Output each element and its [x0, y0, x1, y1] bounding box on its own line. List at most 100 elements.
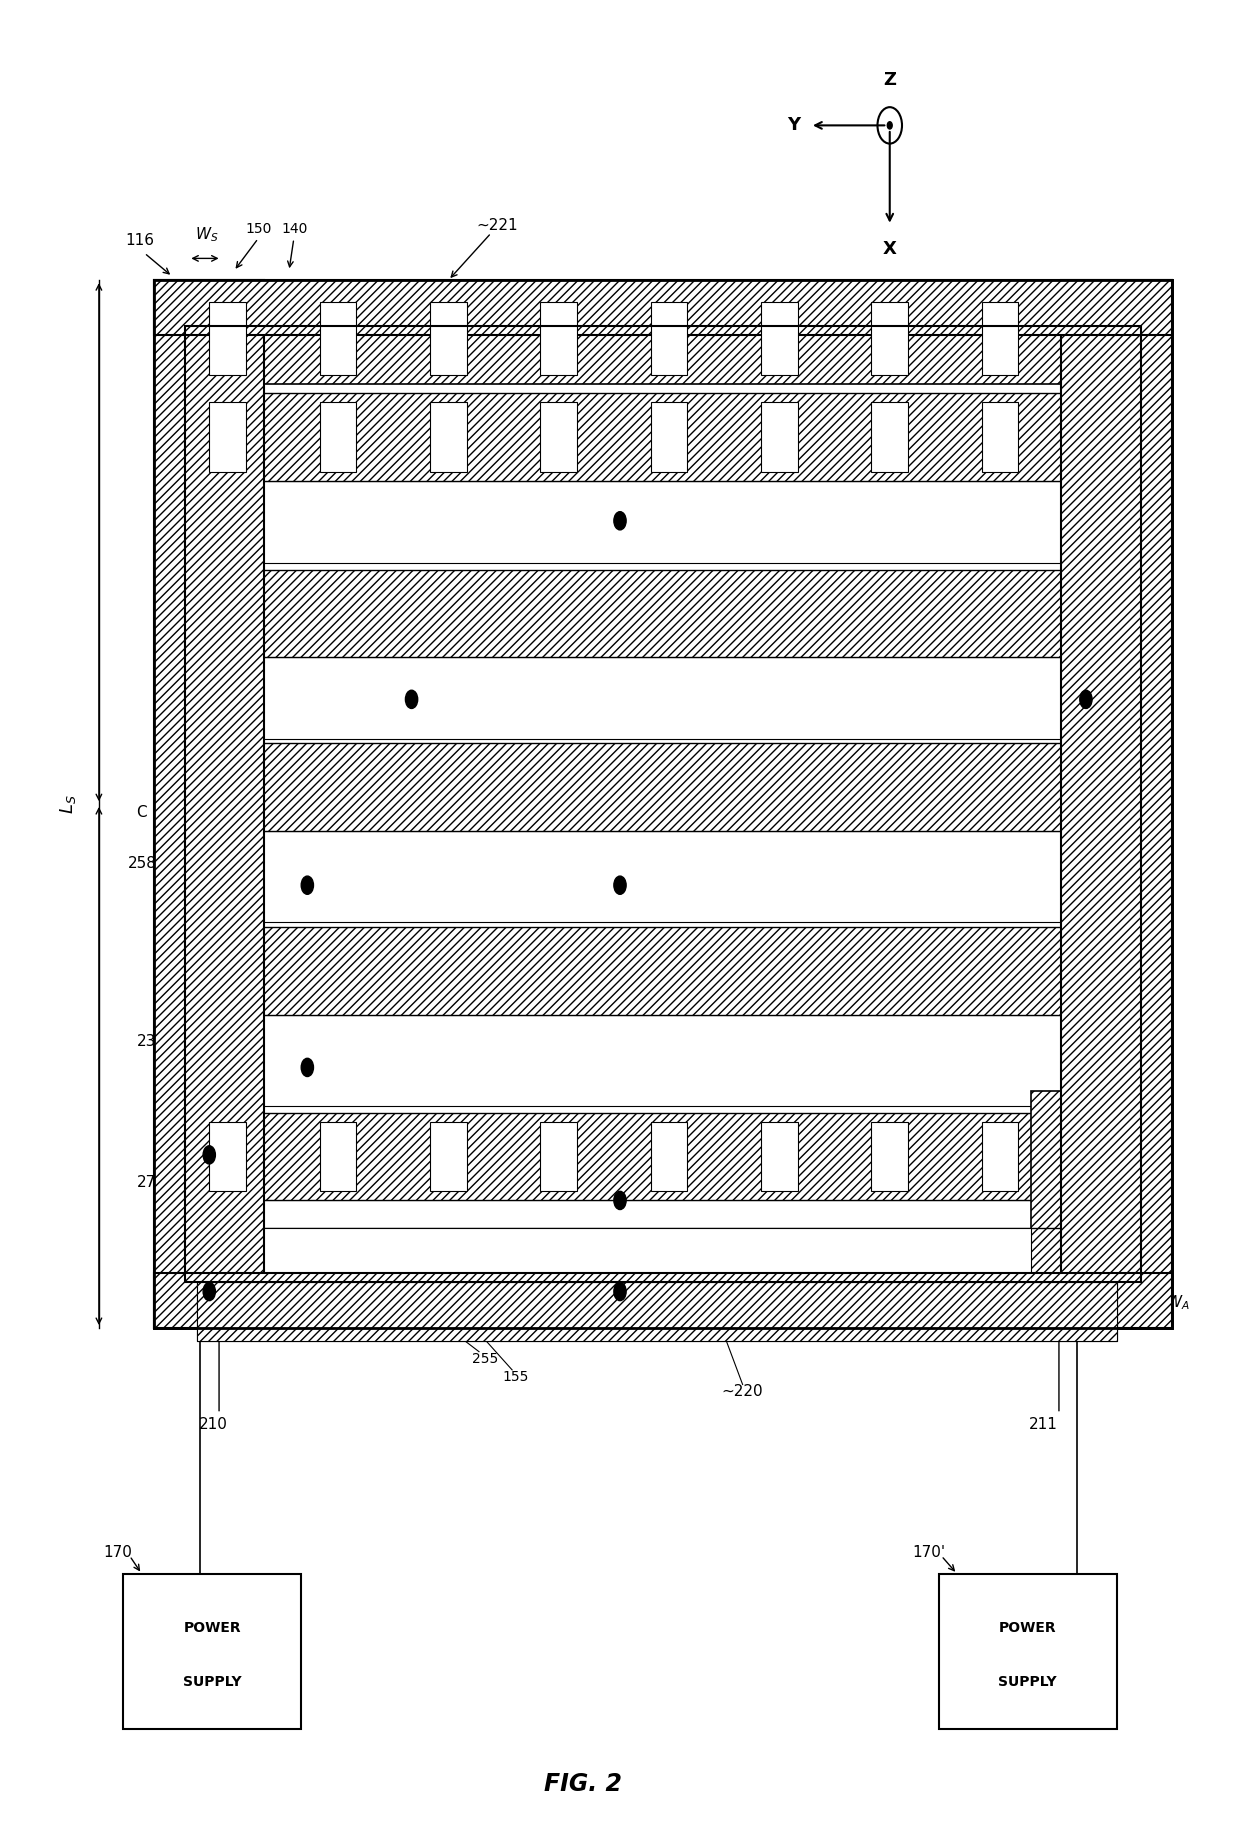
- Circle shape: [301, 876, 314, 894]
- Bar: [982, 1122, 1018, 1192]
- Circle shape: [614, 1282, 626, 1300]
- Circle shape: [614, 876, 626, 894]
- Bar: [761, 303, 797, 375]
- Bar: [197, 744, 1116, 830]
- Circle shape: [203, 1146, 216, 1164]
- Text: SUPPLY: SUPPLY: [184, 1676, 242, 1689]
- Text: 116: 116: [125, 233, 154, 248]
- Bar: [185, 1228, 1141, 1282]
- Bar: [197, 1201, 1116, 1282]
- Text: FIG. 2: FIG. 2: [544, 1772, 622, 1796]
- Bar: [541, 1122, 577, 1192]
- Text: 260: 260: [1142, 859, 1172, 874]
- Bar: [185, 325, 1141, 1282]
- Bar: [210, 303, 246, 375]
- Bar: [197, 830, 1116, 922]
- Bar: [939, 1573, 1116, 1730]
- Circle shape: [614, 1192, 626, 1210]
- Text: $L_A$: $L_A$: [629, 1265, 649, 1283]
- Text: ~221: ~221: [476, 218, 518, 233]
- Text: $W_S$: $W_S$: [195, 226, 218, 244]
- Bar: [197, 569, 1116, 657]
- Text: Z: Z: [883, 72, 897, 88]
- Text: ~220: ~220: [734, 1059, 776, 1074]
- Bar: [197, 1282, 1116, 1340]
- Bar: [197, 1015, 1116, 1105]
- Text: B: B: [1081, 516, 1091, 529]
- Text: 210: 210: [198, 1417, 227, 1432]
- Bar: [197, 657, 1116, 740]
- Bar: [197, 1282, 1116, 1340]
- Text: 211: 211: [1028, 1417, 1058, 1432]
- Text: ~220: ~220: [722, 1384, 764, 1399]
- Bar: [124, 1573, 301, 1730]
- Bar: [154, 1091, 246, 1282]
- Circle shape: [1080, 690, 1092, 709]
- Bar: [210, 402, 246, 472]
- Bar: [197, 1278, 1116, 1282]
- Text: ~220: ~220: [734, 692, 776, 707]
- Text: X: X: [883, 241, 897, 259]
- Bar: [872, 303, 908, 375]
- Bar: [651, 303, 687, 375]
- Bar: [210, 1122, 246, 1192]
- Bar: [197, 393, 1116, 481]
- Bar: [651, 402, 687, 472]
- Text: ~221: ~221: [366, 1074, 408, 1089]
- Bar: [154, 281, 1172, 1327]
- Bar: [154, 281, 264, 1327]
- Bar: [1030, 1091, 1122, 1282]
- Text: SUPPLY: SUPPLY: [998, 1676, 1056, 1689]
- Bar: [761, 1122, 797, 1192]
- Text: 255: 255: [472, 1351, 498, 1366]
- Bar: [154, 281, 1172, 1327]
- Bar: [197, 384, 1116, 1282]
- Bar: [197, 294, 1122, 384]
- Text: 170': 170': [913, 1544, 946, 1559]
- Circle shape: [203, 1282, 216, 1300]
- Circle shape: [405, 690, 418, 709]
- Circle shape: [301, 1058, 314, 1076]
- Circle shape: [614, 512, 626, 531]
- Bar: [1061, 281, 1172, 1327]
- Text: A': A': [233, 496, 247, 510]
- Bar: [541, 303, 577, 375]
- Bar: [541, 402, 577, 472]
- Bar: [651, 1122, 687, 1192]
- Bar: [154, 281, 1172, 334]
- Text: C: C: [136, 804, 148, 821]
- Bar: [430, 303, 466, 375]
- Bar: [430, 402, 466, 472]
- Text: C': C': [1127, 655, 1142, 670]
- Text: 223: 223: [1034, 1006, 1064, 1021]
- Bar: [246, 1228, 1030, 1282]
- Text: ~220: ~220: [734, 878, 776, 892]
- Text: 270': 270': [169, 446, 201, 461]
- Text: 230: 230: [138, 1034, 166, 1050]
- Circle shape: [888, 121, 893, 129]
- Bar: [154, 1274, 1172, 1327]
- Text: POWER: POWER: [184, 1621, 241, 1636]
- Text: 155: 155: [502, 1370, 529, 1384]
- Bar: [320, 1122, 356, 1192]
- Text: 140: 140: [281, 222, 309, 237]
- Bar: [197, 481, 1116, 562]
- Bar: [185, 325, 1141, 1282]
- Text: POWER: POWER: [999, 1621, 1056, 1636]
- Text: Y: Y: [787, 116, 801, 134]
- Bar: [430, 1122, 466, 1192]
- Text: $L_S$: $L_S$: [58, 795, 78, 813]
- Text: ~221: ~221: [342, 804, 383, 821]
- Text: ~220: ~220: [734, 514, 776, 529]
- Text: $W_A$: $W_A$: [1166, 1293, 1189, 1311]
- Bar: [761, 402, 797, 472]
- Bar: [872, 1122, 908, 1192]
- Bar: [320, 303, 356, 375]
- Text: 170: 170: [103, 1544, 131, 1559]
- Text: 231: 231: [1141, 969, 1171, 984]
- Bar: [982, 303, 1018, 375]
- Text: 225: 225: [257, 1074, 285, 1089]
- Text: 258: 258: [128, 856, 156, 870]
- Bar: [320, 402, 356, 472]
- Bar: [982, 402, 1018, 472]
